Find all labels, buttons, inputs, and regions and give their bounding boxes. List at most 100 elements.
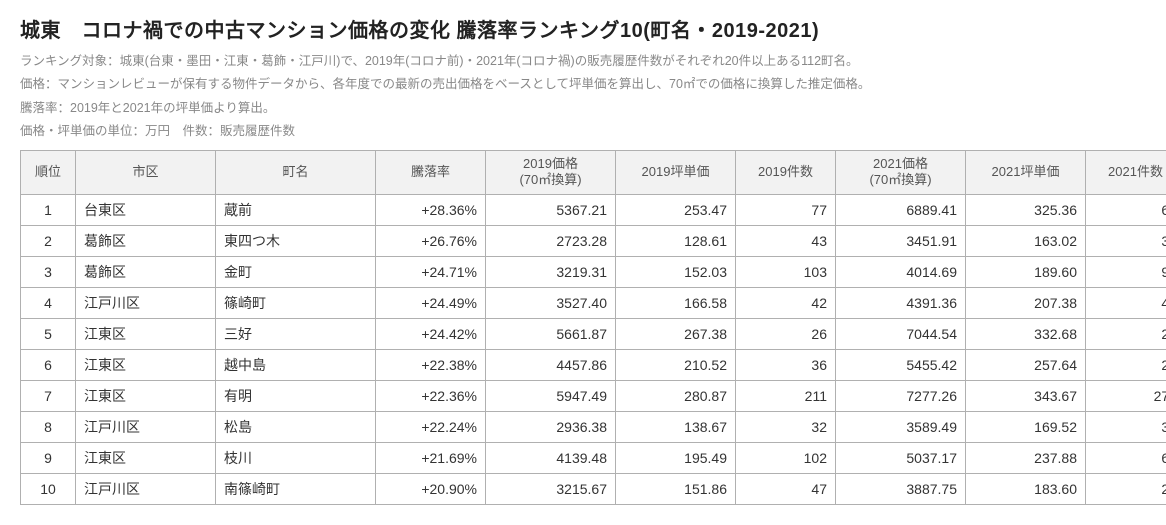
- cell-rate: +20.90%: [376, 473, 486, 504]
- description-block: ランキング対象：城東(台東・墨田・江東・葛飾・江戸川)で、2019年(コロナ前)…: [20, 51, 1146, 142]
- table-body: 1台東区蔵前+28.36%5367.21253.47776889.41325.3…: [21, 194, 1166, 504]
- description-line-1: ランキング対象：城東(台東・墨田・江東・葛飾・江戸川)で、2019年(コロナ前)…: [20, 51, 1146, 72]
- cell-unit2021: 332.68: [966, 318, 1086, 349]
- cell-count2021: 41: [1086, 287, 1166, 318]
- cell-price2019: 5947.49: [486, 380, 616, 411]
- cell-unit2021: 189.60: [966, 256, 1086, 287]
- cell-unit2021: 169.52: [966, 411, 1086, 442]
- cell-unit2021: 343.67: [966, 380, 1086, 411]
- cell-count2019: 42: [736, 287, 836, 318]
- cell-rank: 3: [21, 256, 76, 287]
- cell-price2021: 7044.54: [836, 318, 966, 349]
- table-row: 6江東区越中島+22.38%4457.86210.52365455.42257.…: [21, 349, 1166, 380]
- cell-price2019: 2936.38: [486, 411, 616, 442]
- cell-unit2021: 325.36: [966, 194, 1086, 225]
- cell-count2021: 94: [1086, 256, 1166, 287]
- cell-rate: +22.38%: [376, 349, 486, 380]
- table-row: 1台東区蔵前+28.36%5367.21253.47776889.41325.3…: [21, 194, 1166, 225]
- cell-count2021: 69: [1086, 442, 1166, 473]
- column-header-price2019: 2019価格(70㎡換算): [486, 151, 616, 195]
- table-row: 9江東区枝川+21.69%4139.48195.491025037.17237.…: [21, 442, 1166, 473]
- cell-ward: 江東区: [76, 380, 216, 411]
- cell-town: 越中島: [216, 349, 376, 380]
- cell-town: 有明: [216, 380, 376, 411]
- cell-price2021: 6889.41: [836, 194, 966, 225]
- cell-count2019: 32: [736, 411, 836, 442]
- cell-count2021: 276: [1086, 380, 1166, 411]
- cell-price2019: 2723.28: [486, 225, 616, 256]
- table-row: 3葛飾区金町+24.71%3219.31152.031034014.69189.…: [21, 256, 1166, 287]
- cell-count2021: 26: [1086, 473, 1166, 504]
- table-row: 7江東区有明+22.36%5947.49280.872117277.26343.…: [21, 380, 1166, 411]
- cell-ward: 江東区: [76, 349, 216, 380]
- cell-count2021: 29: [1086, 349, 1166, 380]
- description-line-3: 騰落率：2019年と2021年の坪単価より算出。: [20, 98, 1146, 119]
- table-row: 2葛飾区東四つ木+26.76%2723.28128.61433451.91163…: [21, 225, 1166, 256]
- cell-count2019: 102: [736, 442, 836, 473]
- cell-town: 松島: [216, 411, 376, 442]
- cell-price2021: 3589.49: [836, 411, 966, 442]
- cell-ward: 台東区: [76, 194, 216, 225]
- page-root: 城東 コロナ禍での中古マンション価格の変化 騰落率ランキング10(町名・2019…: [0, 0, 1166, 525]
- cell-unit2021: 207.38: [966, 287, 1086, 318]
- cell-unit2019: 195.49: [616, 442, 736, 473]
- cell-unit2019: 151.86: [616, 473, 736, 504]
- cell-unit2019: 128.61: [616, 225, 736, 256]
- cell-unit2019: 210.52: [616, 349, 736, 380]
- column-header-town: 町名: [216, 151, 376, 195]
- cell-count2021: 34: [1086, 225, 1166, 256]
- cell-rate: +26.76%: [376, 225, 486, 256]
- cell-rank: 10: [21, 473, 76, 504]
- cell-rank: 2: [21, 225, 76, 256]
- cell-rate: +24.49%: [376, 287, 486, 318]
- cell-price2021: 4391.36: [836, 287, 966, 318]
- cell-rate: +24.71%: [376, 256, 486, 287]
- table-row: 4江戸川区篠崎町+24.49%3527.40166.58424391.36207…: [21, 287, 1166, 318]
- cell-town: 蔵前: [216, 194, 376, 225]
- cell-price2019: 3215.67: [486, 473, 616, 504]
- cell-count2019: 36: [736, 349, 836, 380]
- cell-ward: 葛飾区: [76, 225, 216, 256]
- ranking-table: 順位市区町名騰落率2019価格(70㎡換算)2019坪単価2019件数2021価…: [20, 150, 1166, 505]
- cell-price2021: 3887.75: [836, 473, 966, 504]
- cell-town: 枝川: [216, 442, 376, 473]
- cell-ward: 江戸川区: [76, 287, 216, 318]
- cell-rank: 9: [21, 442, 76, 473]
- column-header-count2021: 2021件数: [1086, 151, 1166, 195]
- cell-price2019: 4457.86: [486, 349, 616, 380]
- cell-town: 東四つ木: [216, 225, 376, 256]
- cell-count2019: 103: [736, 256, 836, 287]
- cell-rate: +28.36%: [376, 194, 486, 225]
- cell-rate: +21.69%: [376, 442, 486, 473]
- column-header-ward: 市区: [76, 151, 216, 195]
- cell-town: 篠崎町: [216, 287, 376, 318]
- table-header: 順位市区町名騰落率2019価格(70㎡換算)2019坪単価2019件数2021価…: [21, 151, 1166, 195]
- cell-price2019: 5367.21: [486, 194, 616, 225]
- cell-unit2019: 280.87: [616, 380, 736, 411]
- cell-unit2019: 253.47: [616, 194, 736, 225]
- table-row: 5江東区三好+24.42%5661.87267.38267044.54332.6…: [21, 318, 1166, 349]
- cell-count2019: 43: [736, 225, 836, 256]
- cell-rank: 1: [21, 194, 76, 225]
- cell-count2021: 67: [1086, 194, 1166, 225]
- cell-ward: 葛飾区: [76, 256, 216, 287]
- cell-town: 南篠崎町: [216, 473, 376, 504]
- table-row: 8江戸川区松島+22.24%2936.38138.67323589.49169.…: [21, 411, 1166, 442]
- cell-price2021: 4014.69: [836, 256, 966, 287]
- column-header-unit2021: 2021坪単価: [966, 151, 1086, 195]
- column-header-unit2019: 2019坪単価: [616, 151, 736, 195]
- cell-ward: 江戸川区: [76, 411, 216, 442]
- cell-price2019: 5661.87: [486, 318, 616, 349]
- cell-price2021: 5455.42: [836, 349, 966, 380]
- description-line-4: 価格・坪単価の単位：万円 件数：販売履歴件数: [20, 121, 1146, 142]
- cell-price2021: 3451.91: [836, 225, 966, 256]
- cell-price2019: 4139.48: [486, 442, 616, 473]
- cell-count2019: 77: [736, 194, 836, 225]
- table-row: 10江戸川区南篠崎町+20.90%3215.67151.86473887.751…: [21, 473, 1166, 504]
- cell-count2019: 26: [736, 318, 836, 349]
- cell-rank: 4: [21, 287, 76, 318]
- cell-unit2021: 237.88: [966, 442, 1086, 473]
- cell-unit2019: 166.58: [616, 287, 736, 318]
- cell-town: 金町: [216, 256, 376, 287]
- cell-unit2021: 163.02: [966, 225, 1086, 256]
